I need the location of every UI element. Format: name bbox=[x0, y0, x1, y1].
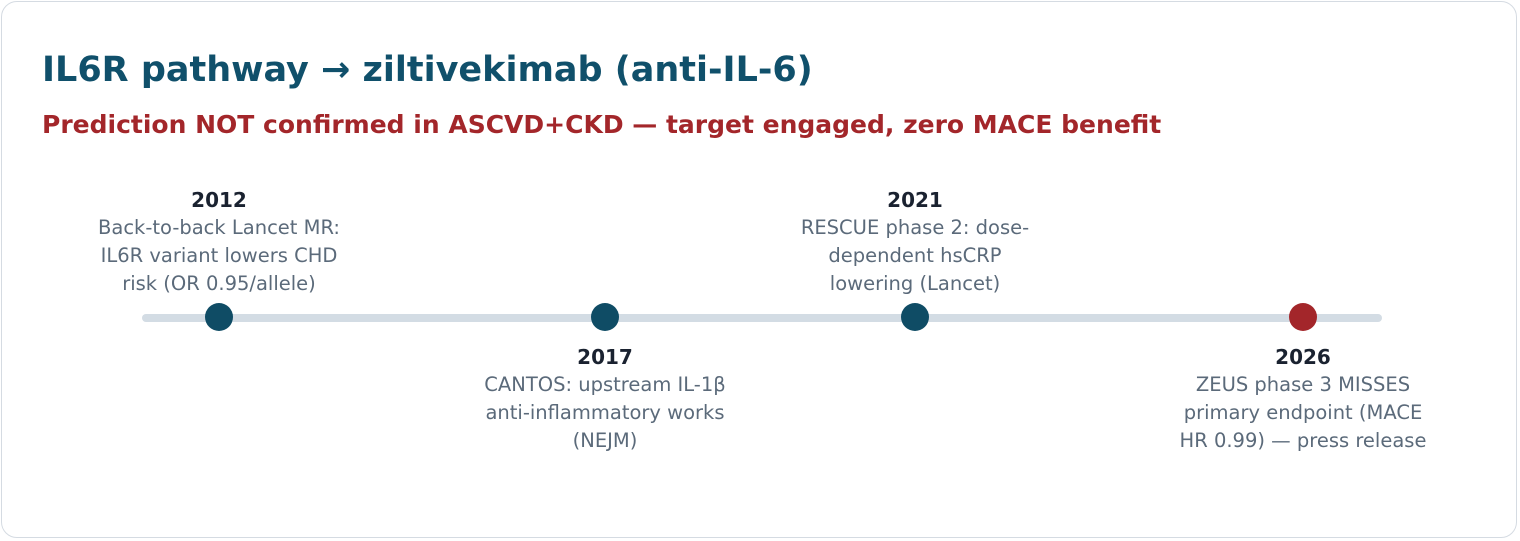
event-description: Back-to-back Lancet MR: IL6R variant low… bbox=[98, 216, 340, 295]
timeline-event-2026: 2026 ZEUS phase 3 MISSES primary endpoin… bbox=[1173, 343, 1433, 455]
event-year: 2026 bbox=[1275, 345, 1331, 369]
timeline-event-2017: 2017 CANTOS: upstream IL-1β anti-inflamm… bbox=[475, 343, 735, 455]
timeline-dot-2021 bbox=[901, 303, 929, 331]
timeline-event-2012: 2012 Back-to-back Lancet MR: IL6R varian… bbox=[89, 186, 349, 298]
page-title: IL6R pathway → ziltivekimab (anti-IL-6) bbox=[42, 50, 813, 90]
event-year: 2012 bbox=[191, 188, 247, 212]
timeline-event-2021: 2021 RESCUE phase 2: dose-dependent hsCR… bbox=[785, 186, 1045, 298]
page-subtitle: Prediction NOT confirmed in ASCVD+CKD — … bbox=[42, 110, 1162, 139]
event-description: ZEUS phase 3 MISSES primary endpoint (MA… bbox=[1179, 373, 1427, 452]
timeline-dot-2012 bbox=[205, 303, 233, 331]
event-description: RESCUE phase 2: dose-dependent hsCRP low… bbox=[800, 216, 1030, 295]
event-description: CANTOS: upstream IL-1β anti-inflammatory… bbox=[484, 373, 726, 452]
timeline-dot-2017 bbox=[591, 303, 619, 331]
timeline-dot-2026 bbox=[1289, 303, 1317, 331]
event-year: 2021 bbox=[887, 188, 943, 212]
timeline-track bbox=[142, 314, 1382, 322]
event-year: 2017 bbox=[577, 345, 633, 369]
